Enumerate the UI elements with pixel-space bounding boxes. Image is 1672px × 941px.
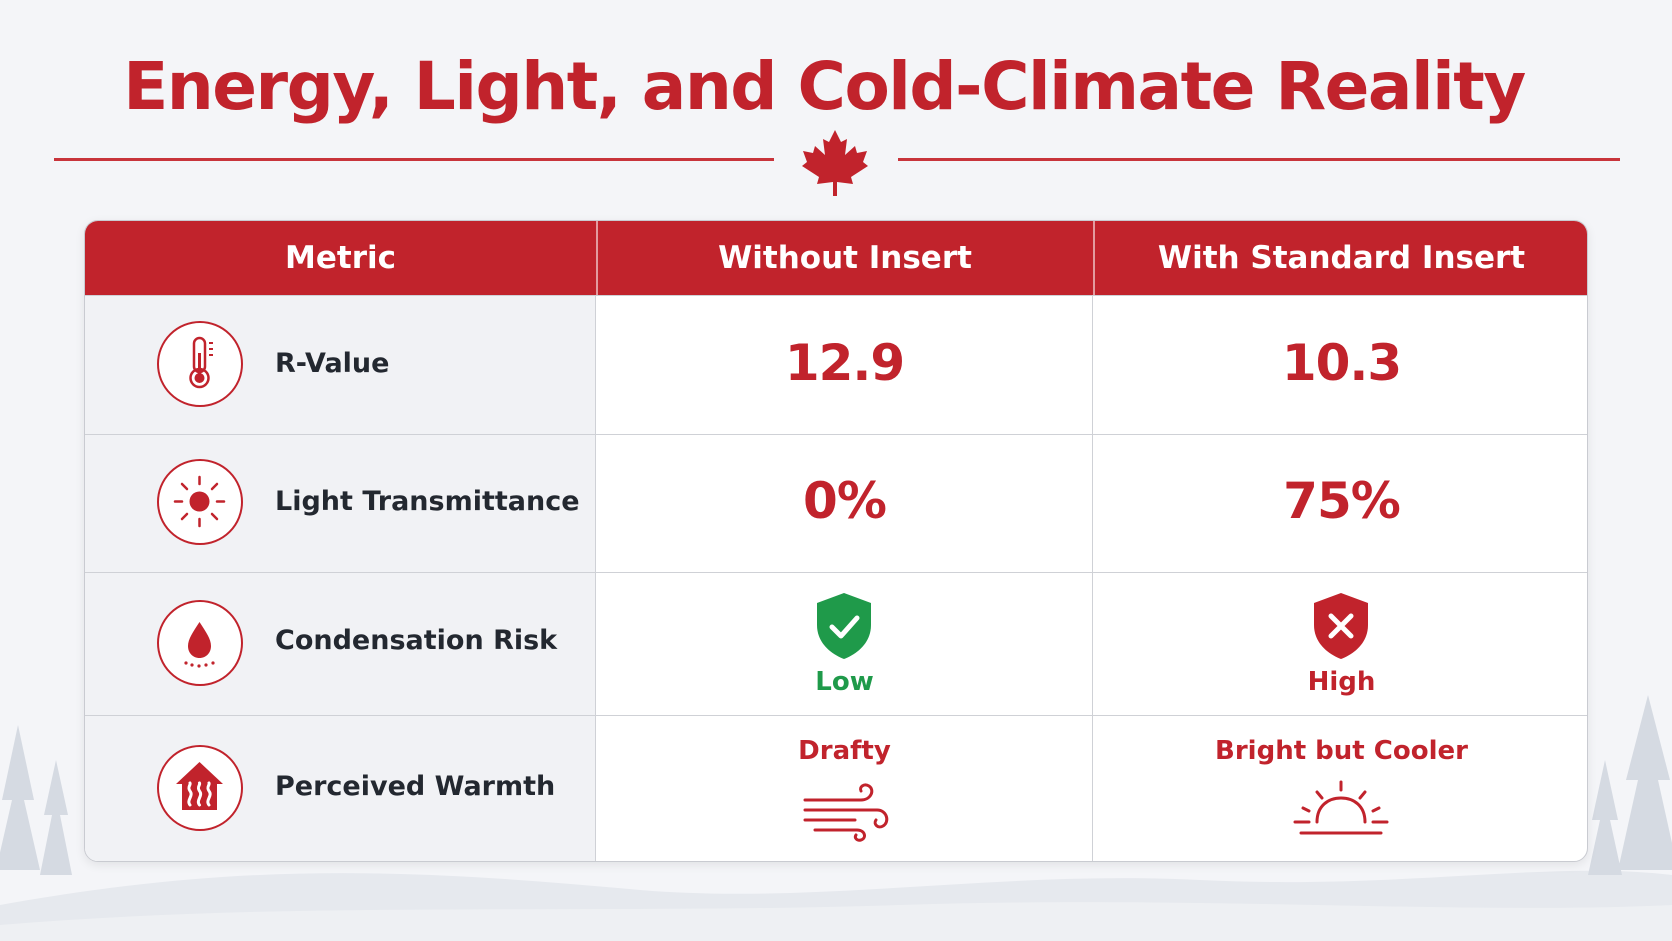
metric-cell: Light Transmittance [85,435,596,572]
with-insert-cell: High [1094,573,1587,715]
title-divider-left [54,158,774,161]
value-with-insert: 10.3 [1281,334,1402,392]
sunrise-icon [1293,780,1389,835]
without-insert-cell: Drafty [597,716,1093,861]
metric-cell: R-Value [85,296,596,434]
value-without-insert: 12.9 [784,334,905,392]
table-header: Metric Without Insert With Standard Inse… [85,221,1587,295]
status-low: Low [815,667,874,697]
header-without-insert: Without Insert [718,240,972,276]
water-drop-icon [157,600,243,686]
without-insert-cell: Low [597,573,1093,715]
sun-icon [157,459,243,545]
status-drafty: Drafty [798,736,891,766]
with-insert-cell: Bright but Cooler [1094,716,1587,861]
header-metric: Metric [285,240,396,276]
pine-trees-right [1588,695,1672,875]
table-row-r-value: R-Value 12.9 10.3 [85,295,1587,434]
shield-x-icon [1314,593,1368,659]
value-without-insert: 0% [803,472,887,530]
metric-cell: Perceived Warmth [85,716,596,861]
maple-leaf-icon [802,130,868,196]
comparison-table: Metric Without Insert With Standard Inse… [84,220,1588,862]
title-divider-right [898,158,1620,161]
metric-label: R-Value [275,348,390,379]
status-high: High [1307,667,1376,697]
status-bright-but-cooler: Bright but Cooler [1215,736,1468,766]
without-insert-cell: 12.9 [597,296,1093,434]
shield-check-icon [817,593,871,659]
thermometer-icon [157,321,243,407]
metric-label: Condensation Risk [275,625,558,656]
page-title: Energy, Light, and Cold-Climate Reality [123,48,1526,125]
house-heat-icon [157,745,243,831]
with-insert-cell: 10.3 [1094,296,1587,434]
metric-label: Perceived Warmth [275,771,556,802]
with-insert-cell: 75% [1094,435,1587,572]
wind-icon [803,783,889,842]
header-with-standard-insert: With Standard Insert [1157,240,1526,276]
without-insert-cell: 0% [597,435,1093,572]
pine-trees-left [0,725,72,875]
metric-cell: Condensation Risk [85,573,596,715]
value-with-insert: 75% [1283,472,1401,530]
table-row-light-transmittance: Light Transmittance 0% 75% [85,434,1587,572]
table-row-condensation-risk: Condensation Risk Low High [85,572,1587,715]
table-row-perceived-warmth: Perceived Warmth Drafty Bright but Coole… [85,715,1587,861]
metric-label: Light Transmittance [275,486,580,517]
